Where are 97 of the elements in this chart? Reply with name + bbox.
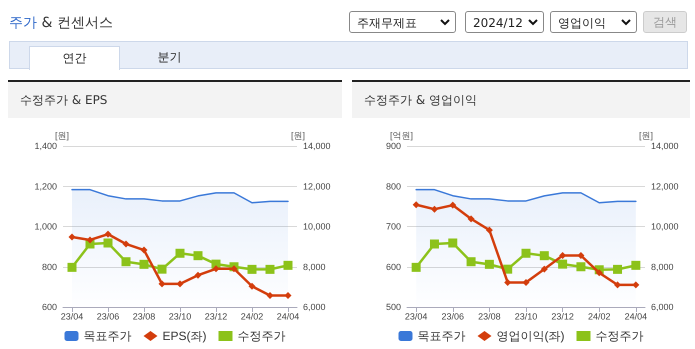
point: [412, 262, 421, 272]
point: [631, 260, 640, 270]
point: [194, 272, 202, 279]
y2-tick-label: 10,000: [651, 222, 679, 232]
point: [632, 281, 640, 288]
legend-label: 목표주가: [84, 329, 132, 343]
y2-tick-label: 12,000: [651, 181, 679, 192]
chart-title: 수정주가 & EPS: [8, 82, 342, 118]
legend-label: 영업이익(좌): [496, 329, 565, 343]
chart-title: 수정주가 & 영업이익: [352, 82, 690, 118]
point: [266, 264, 274, 274]
point: [68, 233, 76, 240]
point: [230, 265, 238, 272]
y-tick-label: 1,400: [34, 141, 57, 151]
point: [596, 269, 603, 276]
point: [140, 260, 148, 269]
point: [430, 240, 439, 249]
point: [522, 278, 530, 286]
point: [466, 257, 476, 266]
x-tick-label: 24/04: [624, 312, 648, 322]
point: [430, 206, 438, 213]
point: [448, 238, 458, 248]
point: [158, 264, 166, 274]
y-axis-title: [원]: [54, 130, 69, 140]
legend-label: EPS(좌): [162, 329, 207, 343]
point: [248, 282, 256, 290]
text: 2024/12: [465, 11, 544, 33]
y2-axis-title: [원]: [639, 130, 654, 140]
point: [176, 248, 184, 258]
x-tick-label: 23/04: [60, 312, 84, 322]
point: [284, 292, 292, 300]
y2-tick-label: 14,000: [303, 141, 331, 151]
point: [248, 264, 256, 274]
legend-label: 목표주가: [418, 329, 466, 343]
y2-tick-label: 8,000: [651, 262, 674, 272]
point: [540, 266, 548, 273]
y2-tick-label: 8,000: [303, 262, 326, 272]
point: [558, 260, 568, 269]
y2-tick-label: 6,000: [651, 302, 674, 312]
legend-label: 수정주가: [238, 329, 286, 343]
point: [576, 262, 586, 272]
x-tick-label: 23/06: [442, 312, 464, 322]
y-tick-label: 600: [386, 262, 401, 272]
y2-tick-label: 6,000: [303, 302, 326, 312]
y-tick-label: 1,000: [34, 222, 57, 232]
point: [212, 265, 220, 272]
point: [266, 292, 274, 300]
y-tick-label: 600: [42, 302, 57, 312]
y-tick-label: 700: [386, 222, 401, 232]
x-tick-label: 23/08: [132, 312, 156, 322]
text: 검색: [643, 11, 687, 33]
x-tick-label: 23/10: [168, 312, 192, 322]
point: [158, 280, 166, 288]
x-tick-label: 23/12: [204, 312, 228, 322]
point: [104, 230, 112, 238]
y-tick-label: 500: [386, 302, 401, 312]
point: [449, 202, 456, 209]
point: [613, 264, 622, 274]
y-tick-label: 1,200: [34, 181, 57, 192]
y-tick-label: 800: [386, 181, 401, 192]
y2-tick-label: 14,000: [651, 141, 679, 151]
x-tick-label: 23/06: [96, 312, 120, 322]
point: [484, 260, 494, 269]
x-tick-label: 24/02: [588, 312, 610, 322]
text: 주재무제표: [349, 11, 456, 33]
point: [86, 236, 94, 244]
point: [522, 248, 530, 258]
point: [194, 251, 202, 260]
legend-label: 수정주가: [595, 329, 644, 343]
x-tick-label: 24/02: [240, 312, 264, 322]
point: [104, 238, 112, 248]
y-tick-label: 800: [42, 262, 57, 272]
point: [540, 251, 549, 260]
text: 주가 & 컨센서스: [9, 15, 113, 31]
point: [140, 246, 148, 254]
y2-tick-label: 12,000: [303, 181, 331, 192]
y2-tick-label: 10,000: [303, 222, 331, 232]
x-tick-label: 23/12: [551, 312, 574, 322]
point: [468, 215, 475, 222]
x-tick-label: 24/04: [276, 312, 300, 322]
x-tick-label: 23/10: [514, 312, 538, 322]
y-axis-title: [억원]: [390, 130, 413, 140]
y-tick-label: 900: [386, 141, 401, 151]
point: [122, 257, 130, 266]
point: [412, 201, 420, 208]
text: 영업이익: [550, 11, 637, 33]
point: [504, 278, 512, 286]
text: 분기: [156, 49, 182, 66]
text: 연간: [29, 46, 120, 70]
y2-axis-title: [원]: [291, 130, 306, 140]
point: [284, 260, 292, 270]
x-tick-label: 23/08: [478, 312, 501, 322]
point: [486, 226, 493, 234]
x-tick-label: 23/04: [404, 312, 428, 322]
point: [68, 262, 76, 272]
point: [176, 280, 184, 288]
point: [122, 240, 130, 248]
